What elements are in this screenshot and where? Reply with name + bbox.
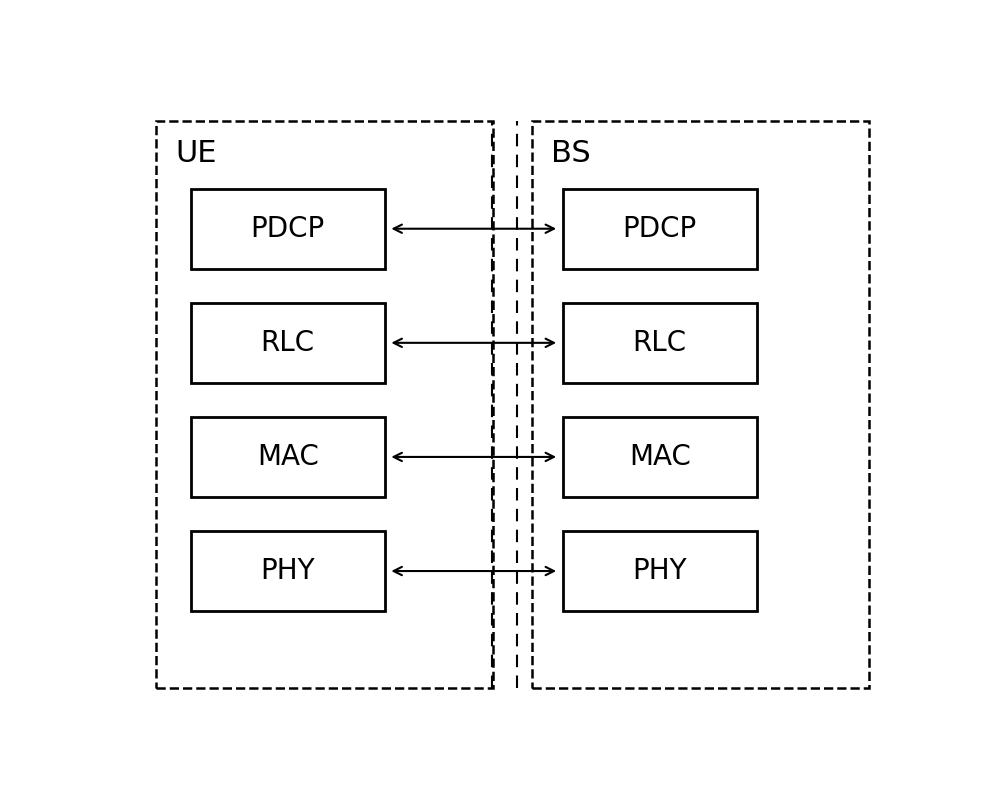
Bar — [563, 188, 757, 269]
Text: PHY: PHY — [260, 557, 315, 585]
Text: PDCP: PDCP — [623, 215, 697, 243]
Text: BS: BS — [551, 139, 591, 168]
Bar — [191, 303, 385, 383]
Bar — [191, 188, 385, 269]
Text: PDCP: PDCP — [251, 215, 325, 243]
Bar — [563, 531, 757, 611]
Text: MAC: MAC — [629, 443, 691, 471]
Bar — [563, 303, 757, 383]
Text: RLC: RLC — [633, 329, 687, 356]
Text: MAC: MAC — [257, 443, 319, 471]
Text: PHY: PHY — [632, 557, 687, 585]
Text: RLC: RLC — [261, 329, 315, 356]
Bar — [532, 121, 869, 688]
Bar — [563, 417, 757, 497]
Bar — [156, 121, 493, 688]
Bar — [191, 417, 385, 497]
Text: UE: UE — [175, 139, 217, 168]
Bar — [191, 531, 385, 611]
